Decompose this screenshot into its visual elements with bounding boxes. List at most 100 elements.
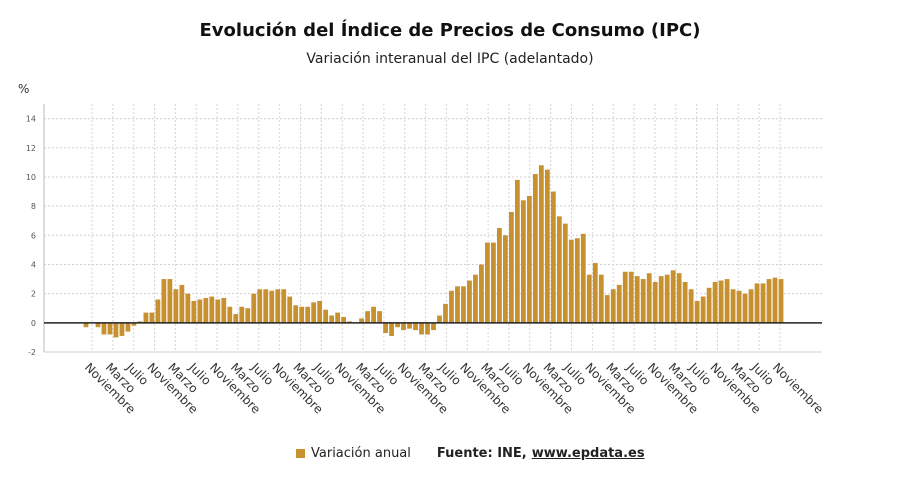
bar: [401, 322, 406, 331]
bar: [670, 270, 676, 323]
bar: [359, 318, 364, 323]
bar: [275, 289, 281, 323]
bar: [706, 287, 712, 323]
bar: [107, 322, 113, 335]
bar: [437, 315, 442, 323]
y-tick-label: 12: [26, 144, 36, 153]
bar: [161, 279, 167, 323]
bar: [586, 274, 592, 323]
bar: [389, 322, 394, 336]
bar: [610, 289, 616, 323]
bar: [455, 286, 460, 323]
bar: [131, 322, 137, 326]
bar: [574, 238, 580, 323]
bar: [425, 322, 430, 335]
bar: [233, 314, 239, 323]
bar-chart: -202468101214NoviembreMarzoJulioNoviembr…: [26, 104, 826, 416]
bar: [413, 322, 418, 331]
bar: [497, 228, 502, 323]
bar: [580, 233, 586, 323]
y-tick-label: -2: [28, 348, 36, 357]
source-link[interactable]: www.epdata.es: [531, 446, 645, 461]
bar: [263, 289, 269, 323]
bar: [532, 174, 538, 323]
bar: [676, 273, 682, 323]
bar: [245, 308, 251, 323]
bar: [646, 273, 652, 323]
bar: [113, 322, 119, 338]
bar: [383, 322, 388, 334]
bar: [742, 293, 748, 323]
bar: [538, 165, 544, 323]
y-axis-unit: %: [18, 82, 30, 96]
bar: [449, 290, 454, 323]
bar: [736, 290, 742, 323]
bar: [209, 296, 215, 323]
bar: [562, 223, 568, 323]
bar: [143, 312, 149, 323]
bar: [443, 303, 448, 323]
bar: [395, 322, 400, 328]
bar: [568, 239, 574, 323]
bar: [760, 283, 766, 323]
bar: [778, 279, 784, 323]
bar: [658, 276, 664, 323]
bar: [491, 242, 496, 323]
bar: [371, 306, 376, 323]
legend-swatch: [296, 449, 305, 458]
bar: [311, 302, 317, 323]
bar: [125, 322, 131, 332]
bar: [766, 279, 772, 323]
bar: [227, 306, 233, 323]
bar: [652, 281, 658, 323]
bar: [682, 281, 688, 323]
bar: [287, 296, 293, 323]
bar: [634, 276, 640, 323]
bar: [155, 299, 161, 323]
bar: [101, 322, 107, 335]
bar: [730, 289, 736, 323]
y-tick-label: 0: [31, 319, 36, 328]
bar: [83, 322, 89, 328]
bar: [718, 280, 724, 323]
bar: [508, 211, 514, 323]
bar: [95, 322, 101, 328]
bar: [520, 200, 526, 323]
bar: [479, 264, 484, 323]
bar: [772, 277, 778, 323]
bar: [293, 305, 299, 323]
x-tick-label: Noviembre: [770, 360, 826, 416]
bar: [185, 293, 191, 323]
y-tick-label: 6: [31, 231, 36, 240]
y-tick-label: 4: [31, 260, 36, 269]
y-tick-label: 2: [31, 290, 36, 299]
bar: [299, 306, 305, 323]
bar: [191, 300, 197, 323]
bar: [251, 293, 257, 323]
y-tick-label: 14: [26, 115, 36, 124]
bar: [329, 315, 335, 323]
bar: [604, 295, 610, 323]
bar: [526, 195, 532, 323]
bar: [754, 283, 760, 323]
bar: [485, 242, 490, 323]
bar: [556, 216, 562, 323]
bar: [694, 300, 700, 323]
bar: [323, 309, 329, 323]
bar: [550, 191, 556, 323]
y-tick-label: 8: [31, 202, 36, 211]
bar: [664, 274, 670, 323]
bar: [281, 289, 287, 323]
bar: [503, 235, 508, 323]
bar: [269, 290, 275, 323]
bar: [461, 286, 466, 323]
bar: [514, 179, 520, 323]
chart-title: Evolución del Índice de Precios de Consu…: [199, 20, 701, 41]
bar: [365, 311, 370, 323]
bar: [712, 281, 718, 323]
bar: [215, 299, 221, 323]
bar: [149, 312, 155, 323]
source-label: Fuente: INE,: [436, 446, 527, 461]
legend-label: Variación anual: [311, 446, 411, 461]
bar: [377, 311, 382, 323]
